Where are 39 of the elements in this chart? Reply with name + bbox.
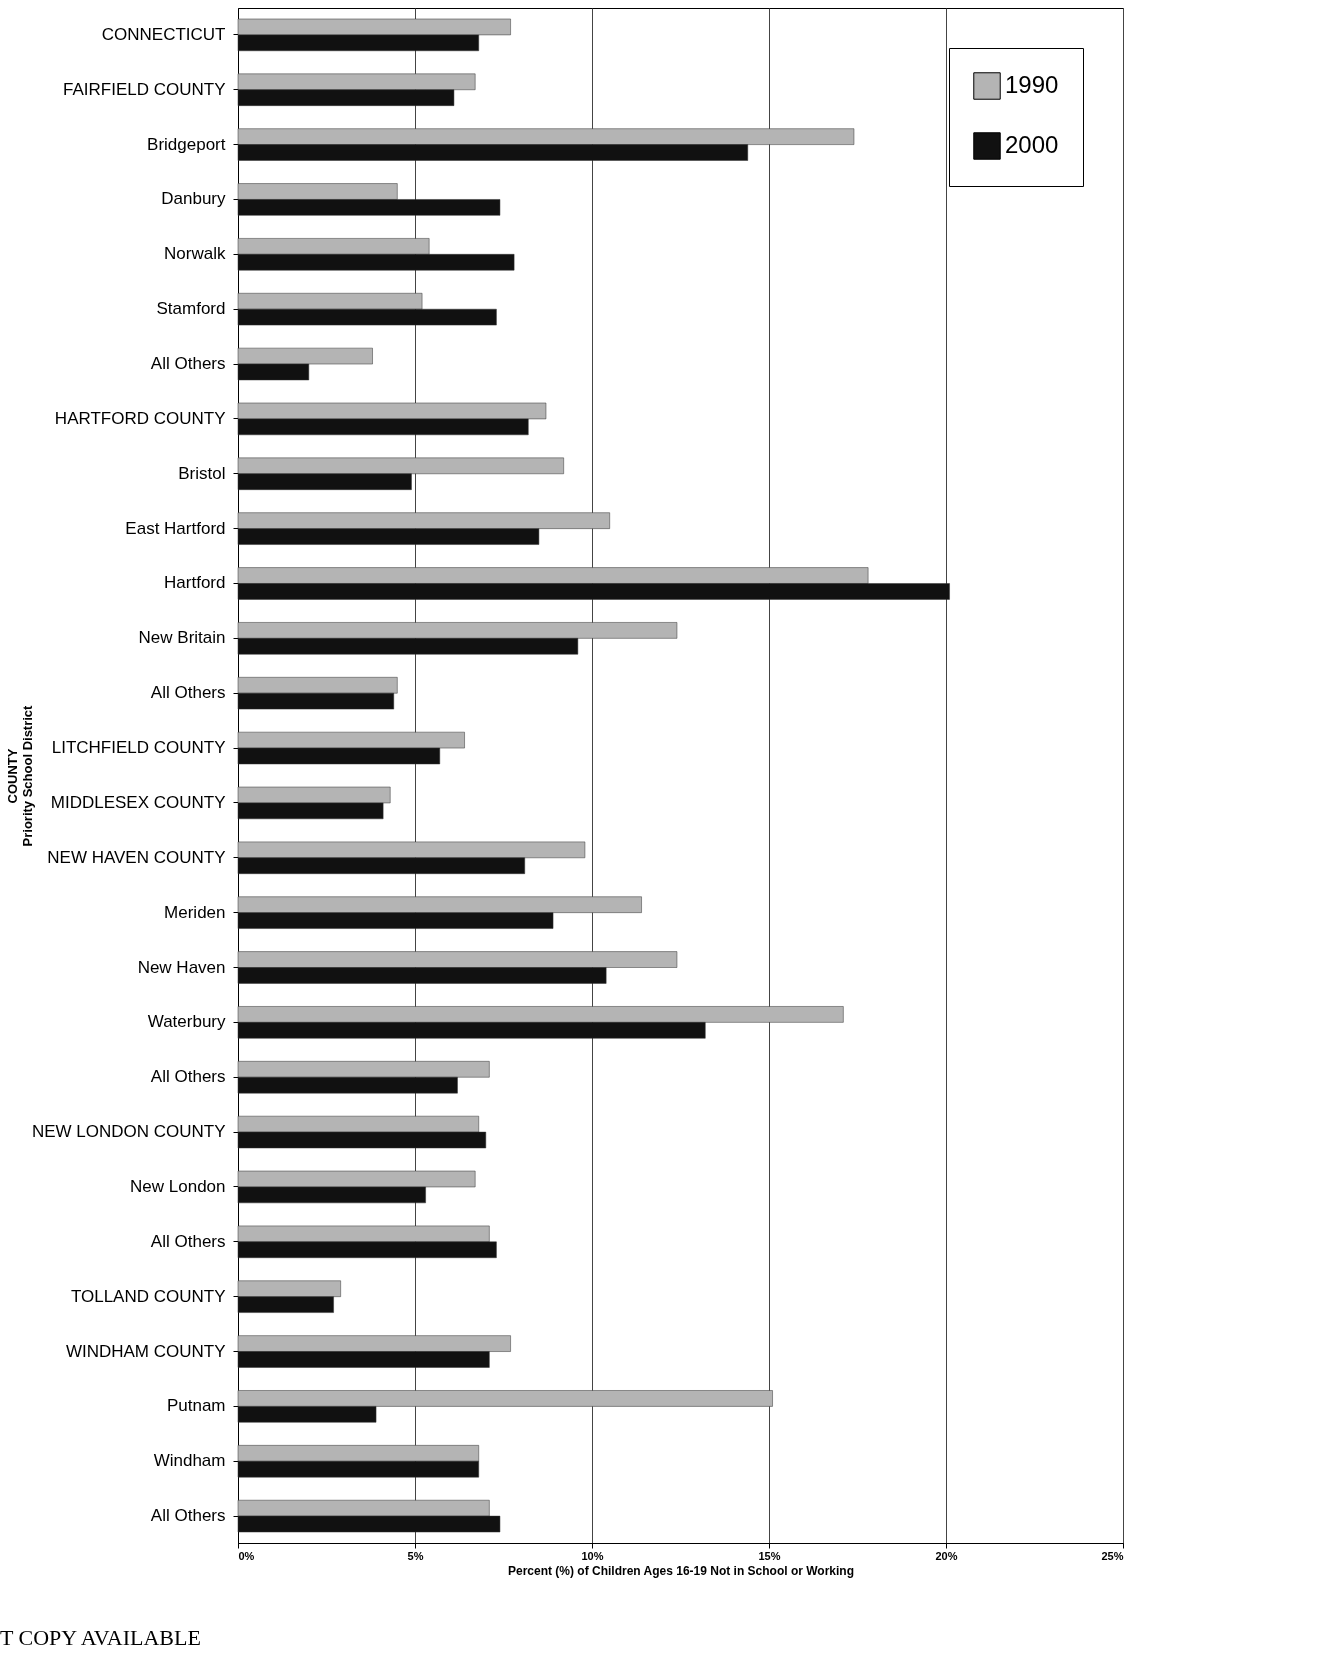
x-tick-label: 15%	[758, 1549, 781, 1562]
y-tick-label: New Britain	[138, 628, 226, 648]
y-tick-label: All Others	[150, 1067, 226, 1087]
y-tick-label: Putnam	[166, 1396, 226, 1416]
y-tick-label: Stamford	[156, 299, 226, 319]
y-tick-label: All Others	[150, 354, 226, 374]
y-axis-title: COUNTY Priority School District	[4, 704, 35, 847]
text: T COPY AVAILABLE	[0, 1625, 201, 1651]
y-tick-label: LITCHFIELD COUNTY	[51, 738, 226, 758]
y-tick-label: All Others	[150, 1506, 226, 1526]
x-axis-title: Percent (%) of Children Ages 16-19 Not in School or Working	[507, 1563, 855, 1578]
y-tick-label: Meriden	[164, 902, 226, 922]
legend-label: 2000	[1005, 131, 1059, 158]
y-tick-label: All Others	[150, 1231, 226, 1251]
y-tick-label: New London	[130, 1176, 226, 1196]
y-tick-label: NEW LONDON COUNTY	[31, 1122, 226, 1142]
y-tick-label: HARTFORD COUNTY	[54, 408, 226, 428]
y-tick-label: Windham	[153, 1451, 226, 1471]
y-tick-label: Norwalk	[164, 244, 226, 264]
y-tick-label: Waterbury	[147, 1012, 226, 1032]
y-tick-label: New Haven	[137, 957, 226, 977]
x-tick-label: 25%	[1101, 1549, 1124, 1562]
x-tick-label: 20%	[935, 1549, 958, 1562]
y-tick-label: FAIRFIELD COUNTY	[63, 79, 226, 99]
y-tick-label: East Hartford	[125, 518, 226, 538]
x-tick-label: 0%	[238, 1549, 255, 1562]
x-tick-label: 5%	[407, 1549, 424, 1562]
y-tick-label: Bridgeport	[147, 134, 226, 154]
x-tick-label: 10%	[581, 1549, 604, 1562]
y-tick-label: CONNECTICUT	[101, 24, 226, 44]
y-tick-label: All Others	[150, 683, 226, 703]
y-tick-label: WINDHAM COUNTY	[65, 1341, 226, 1361]
legend-label: 1990	[1005, 71, 1059, 98]
y-tick-label: MIDDLESEX COUNTY	[50, 792, 226, 812]
y-tick-label: Danbury	[161, 189, 226, 209]
y-tick-label: TOLLAND COUNTY	[70, 1286, 226, 1306]
y-tick-label: NEW HAVEN COUNTY	[47, 847, 226, 867]
y-tick-label: Bristol	[178, 463, 226, 483]
y-tick-label: Hartford	[164, 573, 226, 593]
